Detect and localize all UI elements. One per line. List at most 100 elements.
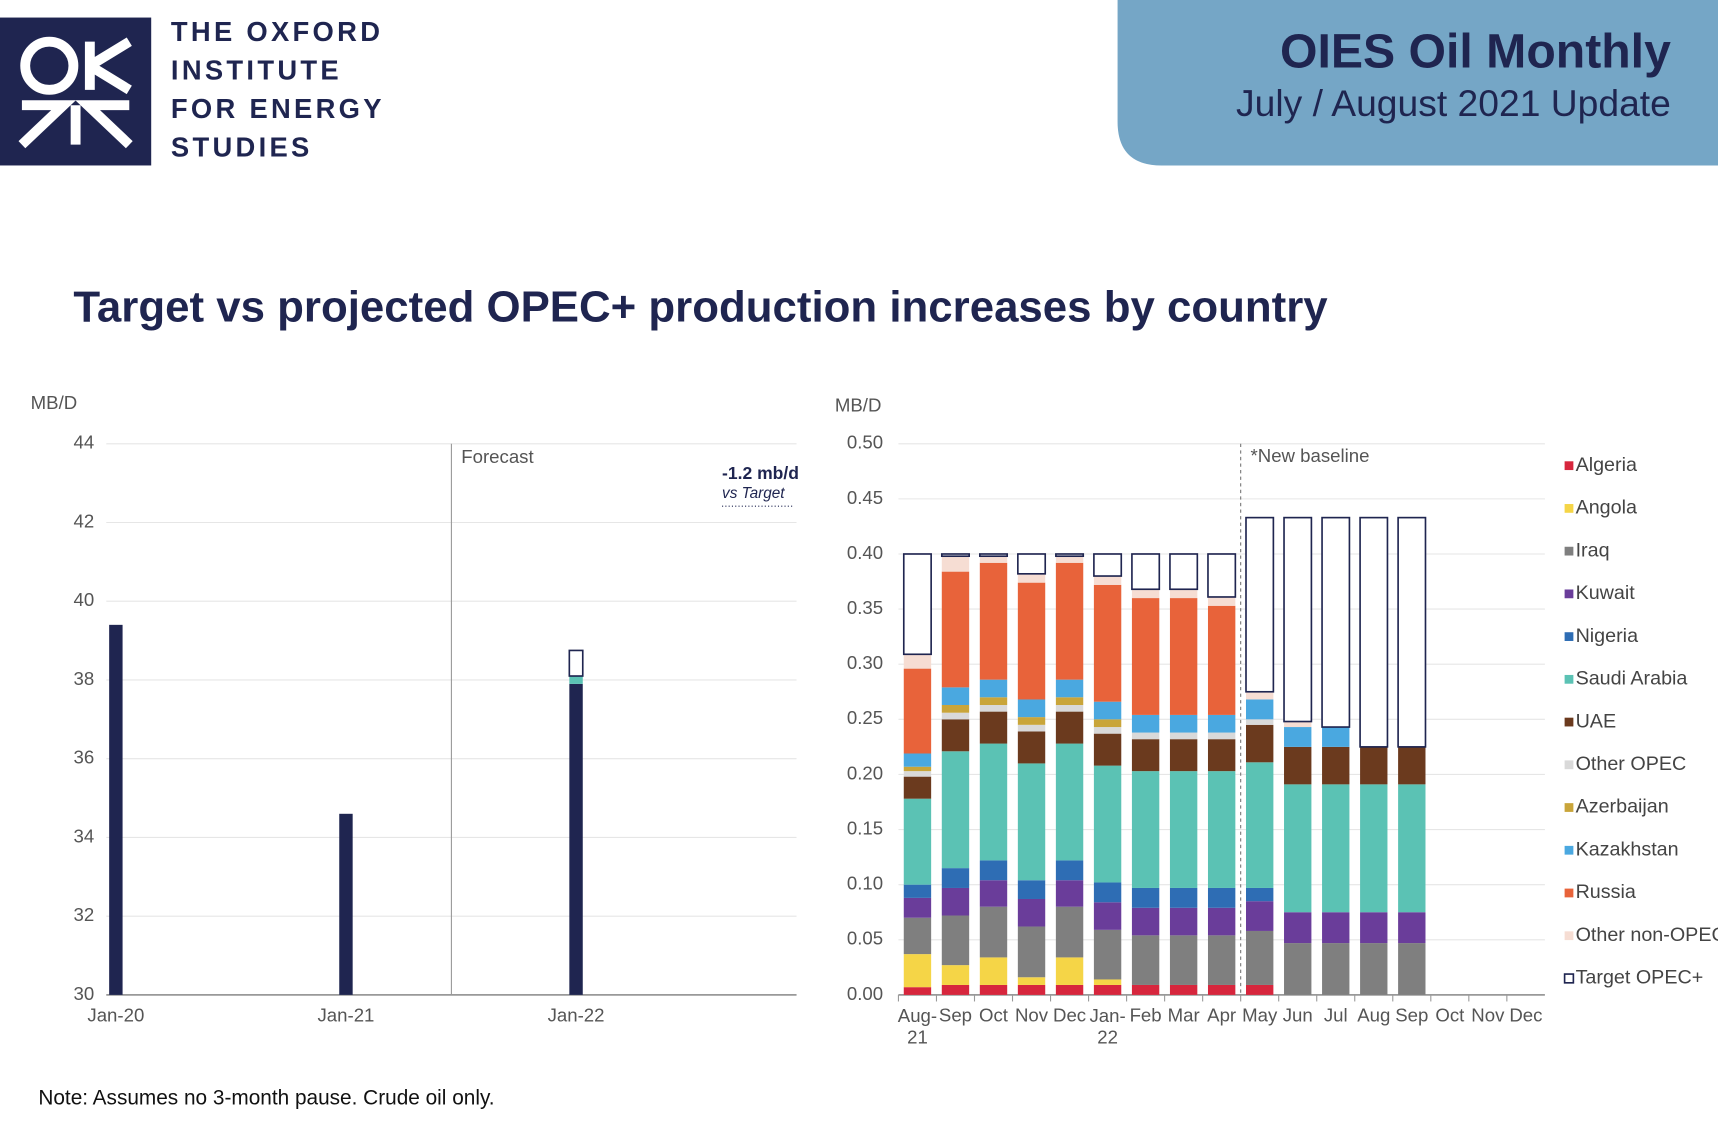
bar-segment: [1397, 516, 1427, 748]
x-tick-label: Aug-21: [898, 1005, 937, 1048]
y-tick-label: 0.50: [847, 432, 883, 453]
bar-segment: [1246, 887, 1274, 902]
bar-segment: [1055, 697, 1084, 705]
bar-segment: [1246, 719, 1274, 725]
bar-segment: [1283, 516, 1313, 723]
bar-segment: [1017, 582, 1046, 700]
bar-segment: [1093, 882, 1122, 903]
bar-segment: [903, 884, 932, 898]
bar-segment: [1131, 739, 1160, 772]
bar-segment: [1017, 926, 1046, 978]
legend-label: Other non-OPEC: [1576, 924, 1718, 946]
logo-icon: [18, 36, 133, 149]
legend-label: UAE: [1576, 710, 1617, 732]
bar-segment: [1093, 902, 1122, 930]
x-tick-label-line: 22: [1097, 1027, 1118, 1048]
y-tick-label: 0.10: [847, 873, 883, 894]
bar-segment: [568, 649, 584, 677]
y-tick-label: 0.20: [847, 762, 883, 783]
logo-text: THE OXFORD INSTITUTE FOR ENERGY STUDIES: [171, 16, 385, 162]
bar-segment: [1322, 727, 1350, 747]
bar-segment: [1284, 721, 1312, 728]
bar-segment: [1017, 898, 1046, 927]
bar-segment: [1398, 784, 1426, 913]
bar-segment: [1322, 912, 1350, 944]
bar-segment: [1398, 912, 1426, 944]
bar-segment: [941, 704, 970, 713]
bar-segment: [1169, 984, 1198, 995]
bar-segment: [1169, 732, 1198, 740]
x-tick-label: Jan-20: [87, 1005, 144, 1026]
bar-segment: [1207, 739, 1236, 772]
bar-segment: [1246, 984, 1274, 995]
logo-line: INSTITUTE: [171, 55, 342, 86]
bar-segment: [903, 987, 932, 995]
bar-segment: [903, 897, 932, 918]
bar-segment: [941, 887, 970, 916]
bar-segment: [1207, 984, 1236, 995]
bar-segment: [941, 868, 970, 888]
bar-segment: [1017, 731, 1046, 764]
bar-segment: [1322, 746, 1350, 785]
bar-segment: [1131, 732, 1160, 740]
bar-segment: [1245, 516, 1275, 693]
bar-segment: [339, 813, 353, 995]
x-tick-label: Jan-21: [318, 1005, 375, 1026]
bar-segment: [979, 704, 1008, 712]
y-tick-label: 36: [74, 747, 95, 768]
y-tick-label: 0.35: [847, 597, 883, 618]
bar-segment: [1131, 907, 1160, 936]
bar-segment: [903, 766, 932, 772]
x-tick-label: Dec: [1509, 1005, 1542, 1026]
legend-label: Iraq: [1576, 539, 1610, 561]
bar-segment: [1169, 553, 1199, 591]
bar-segment: [1093, 553, 1123, 577]
bar-segment: [1360, 943, 1388, 995]
bar-segment: [902, 553, 932, 656]
bar-segment: [1055, 679, 1084, 698]
x-tick-label: Sep: [939, 1005, 972, 1026]
bar-segment: [569, 683, 583, 995]
bar-segment: [903, 753, 932, 767]
x-tick-label: Oct: [979, 1005, 1009, 1026]
bar-segment: [1093, 733, 1122, 766]
bar-segment: [1398, 943, 1426, 995]
y-tick-label: 34: [74, 825, 95, 846]
x-tick-label: Dec: [1053, 1005, 1086, 1026]
legend-marker: [1564, 803, 1574, 812]
bar-segment: [1246, 699, 1274, 720]
legend-label: Nigeria: [1576, 625, 1639, 647]
bar-segment: [1017, 553, 1047, 575]
legend-marker: [1564, 632, 1574, 641]
bar-segment: [1246, 762, 1274, 888]
x-tick-label: Jan-22: [1089, 1005, 1125, 1048]
bar-segment: [1055, 880, 1084, 907]
bar-segment: [1055, 860, 1084, 881]
bar-segment: [1284, 727, 1312, 747]
annotation: *New baseline: [1251, 445, 1370, 466]
legend-marker: [1564, 504, 1574, 513]
bar-segment: [1131, 598, 1160, 715]
bar-segment: [1169, 589, 1198, 599]
x-tick-label: Apr: [1207, 1005, 1236, 1026]
x-tick-label: Mar: [1168, 1005, 1200, 1026]
bar-segment: [941, 915, 970, 966]
bar-segment: [1207, 553, 1237, 598]
bar-segment: [1360, 784, 1388, 913]
bar-segment: [1055, 957, 1084, 985]
legend-label: Algeria: [1576, 454, 1637, 476]
legend-label: Other OPEC: [1576, 753, 1687, 775]
bar-segment: [941, 571, 970, 688]
bar-segment: [1055, 906, 1084, 958]
annotation: vs Target: [722, 485, 785, 502]
bar-segment: [1017, 717, 1046, 725]
x-tick-label: Sep: [1395, 1005, 1428, 1026]
bar-segment: [1360, 746, 1388, 785]
y-axis-label: MB/D: [31, 392, 78, 413]
legend-label: Russia: [1576, 881, 1636, 903]
logo-line: FOR ENERGY: [171, 93, 385, 124]
bar-segment: [1093, 719, 1122, 728]
bar-segment: [1359, 516, 1389, 748]
bar-segment: [1093, 727, 1122, 734]
